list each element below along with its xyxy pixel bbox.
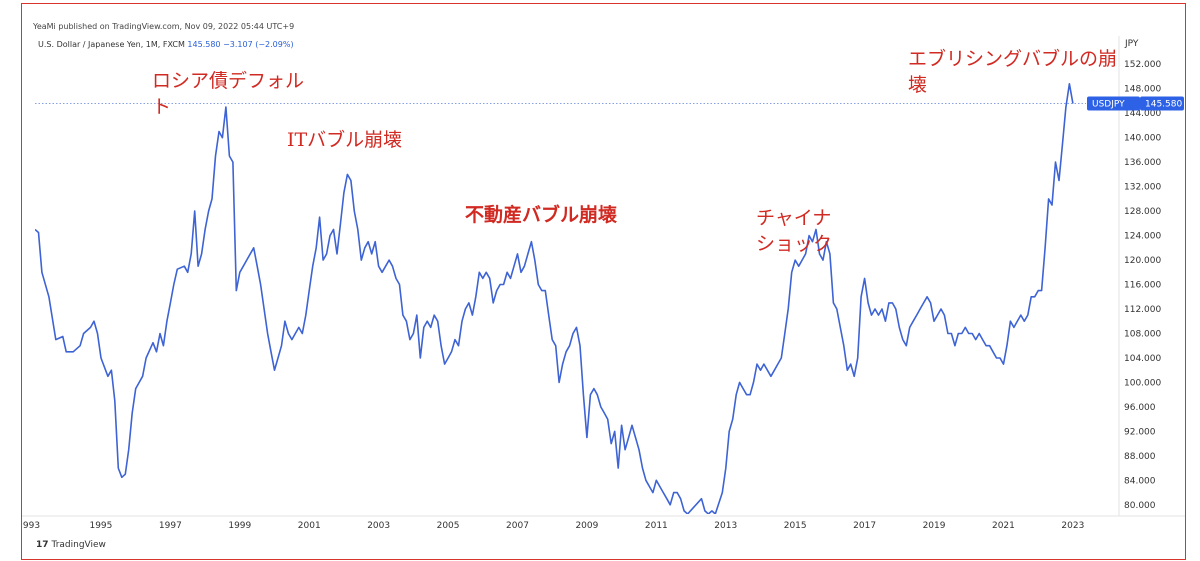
y-tick-label: 124.000 <box>1124 232 1161 242</box>
y-tick-label: 152.000 <box>1124 60 1161 70</box>
y-tick-label: 84.000 <box>1124 476 1156 486</box>
y-tick-label: 104.000 <box>1124 354 1161 364</box>
annotation-everything-line2: 壊 <box>908 74 928 96</box>
usdjpy-series-line <box>35 83 1074 514</box>
x-tick-label: 1995 <box>89 521 112 531</box>
x-tick-label: 1997 <box>159 521 182 531</box>
annotation-russia-line2: ト <box>152 96 172 118</box>
annotation-everything-bubble: エブリシングバブルの崩 壊 <box>908 46 1117 98</box>
x-tick-label: 2023 <box>1061 521 1084 531</box>
annotation-russia-line1: ロシア債デフォル <box>152 70 305 92</box>
symbol-legend: U.S. Dollar / Japanese Yen, 1M, FXCM 145… <box>38 40 294 49</box>
annotation-china-line1: チャイナ <box>756 207 832 229</box>
annotation-russia-default: ロシア債デフォル ト <box>152 68 304 120</box>
x-tick-label: 2005 <box>437 521 460 531</box>
y-tick-label: 144.000 <box>1124 109 1161 119</box>
series-name-badge <box>1087 96 1140 111</box>
x-tick-label: 2019 <box>923 521 946 531</box>
x-tick-label: 2015 <box>784 521 807 531</box>
y-tick-label: 96.000 <box>1124 403 1156 413</box>
annotation-everything-line1: エブリシングバブルの崩 <box>908 48 1118 70</box>
y-tick-label: 80.000 <box>1124 501 1156 511</box>
y-tick-label: 140.000 <box>1124 134 1161 144</box>
y-tick-label: 148.000 <box>1124 85 1161 95</box>
price-change: −3.107 (−2.09%) <box>223 40 294 49</box>
last-price: 145.580 <box>187 40 221 49</box>
currency-label: JPY <box>1124 39 1139 49</box>
last-price-label: 145.580 <box>1145 100 1182 110</box>
tradingview-logo-mark: 17 <box>36 540 49 550</box>
y-tick-label: 120.000 <box>1124 256 1161 266</box>
y-tick-label: 136.000 <box>1124 158 1161 168</box>
x-tick-label: 2007 <box>506 521 529 531</box>
y-tick-label: 116.000 <box>1124 281 1161 291</box>
annotation-china-shock: チャイナ ショック <box>756 205 832 257</box>
x-tick-label: 2001 <box>298 521 321 531</box>
tradingview-logo[interactable]: 17 TradingView <box>36 540 106 550</box>
y-tick-label: 100.000 <box>1124 378 1161 388</box>
symbol-description: U.S. Dollar / Japanese Yen, 1M, FXCM <box>38 40 185 49</box>
x-tick-label: 2009 <box>575 521 598 531</box>
y-tick-label: 108.000 <box>1124 329 1161 339</box>
chart-frame <box>21 3 1186 560</box>
y-tick-label: 88.000 <box>1124 452 1156 462</box>
annotation-china-line2: ショック <box>756 233 833 255</box>
publisher-line: YeaMi published on TradingView.com, Nov … <box>33 22 295 31</box>
annotation-it-bubble: ITバブル崩壊 <box>287 129 403 151</box>
y-tick-label: 112.000 <box>1124 305 1161 315</box>
x-tick-label: 993 <box>23 521 40 531</box>
y-tick-label: 128.000 <box>1124 207 1161 217</box>
x-tick-label: 2017 <box>853 521 876 531</box>
series-name-label: USDJPY <box>1092 100 1125 110</box>
x-tick-label: 2003 <box>367 521 390 531</box>
y-tick-label: 132.000 <box>1124 183 1161 193</box>
x-tick-label: 1999 <box>228 521 251 531</box>
last-price-badge <box>1140 96 1184 111</box>
y-tick-label: 92.000 <box>1124 427 1156 437</box>
annotation-housing-bubble: 不動産バブル崩壊 <box>465 204 618 226</box>
tradingview-logo-text: TradingView <box>51 540 106 550</box>
x-tick-label: 2011 <box>645 521 668 531</box>
x-tick-label: 2013 <box>714 521 737 531</box>
x-tick-label: 2021 <box>992 521 1015 531</box>
